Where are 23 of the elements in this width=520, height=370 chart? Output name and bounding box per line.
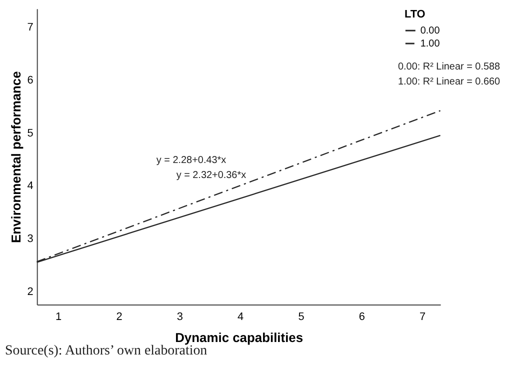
y-tick-label: 3 [27, 232, 34, 245]
x-tick-label: 4 [238, 310, 244, 323]
annotation: 1.00: R² Linear = 0.660 [398, 76, 501, 88]
y-tick-label: 7 [27, 22, 34, 34]
annotation: y = 2.28+0.43*x [156, 155, 226, 166]
annotation: 0.00: R² Linear = 0.588 [398, 61, 501, 72]
legend-title: LTO [404, 8, 426, 21]
legend-label: 0.00 [420, 26, 440, 37]
x-tick-label: 1 [56, 310, 62, 323]
annotation: y = 2.32+0.36*x [176, 170, 246, 182]
x-tick-label: 2 [116, 310, 122, 323]
y-tick-label: 5 [27, 127, 34, 140]
y-tick-label: 6 [27, 74, 34, 86]
x-tick-label: 3 [176, 310, 183, 323]
x-tick-label: 6 [358, 310, 365, 323]
x-axis-title: Dynamic capabilities [175, 330, 304, 345]
y-tick-label: 4 [27, 180, 34, 192]
source-note: Source(s): Authors’ own elaboration [4, 343, 208, 358]
x-tick-label: 5 [298, 310, 304, 323]
x-tick-label: 7 [420, 310, 426, 323]
legend-label: 1.00 [420, 38, 440, 50]
y-tick-label: 2 [27, 286, 34, 298]
y-axis-title: Environmental performance [8, 71, 24, 244]
